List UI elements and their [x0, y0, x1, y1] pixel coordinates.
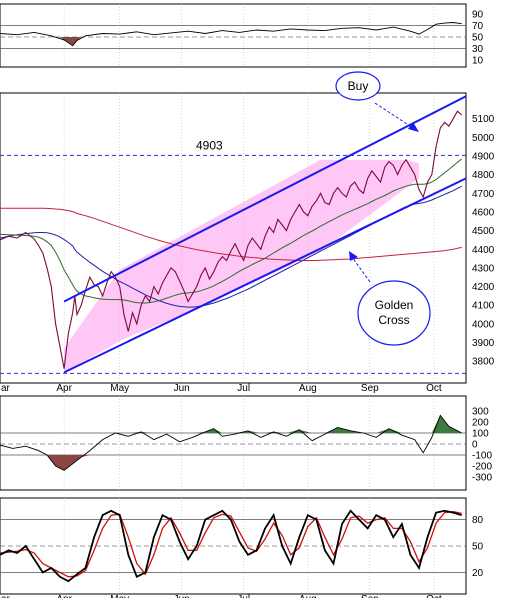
rsi-tick-50: 50: [472, 33, 484, 44]
month-tick-labels: ar Apr May Jun Jul Aug Sep Oct: [1, 383, 442, 394]
golden-cross-callout: [357, 280, 431, 346]
buy-label: Buy: [348, 79, 369, 93]
golden-label: Golden: [375, 298, 414, 312]
channel-lower-line: [63, 177, 467, 374]
cross-label: Cross: [378, 313, 409, 327]
osc-tick-neg200: -200: [472, 462, 492, 473]
stochastic-d-line: [0, 511, 462, 578]
price-series-line: [0, 110, 463, 369]
price-tick-4100: 4100: [472, 301, 495, 312]
ma-200-line: [0, 207, 462, 261]
rsi-tick-90: 90: [472, 9, 484, 20]
month-label-bottom-1: Apr: [56, 594, 72, 598]
sto-tick-50: 50: [472, 542, 484, 553]
golden-cross-arrow: [351, 256, 371, 283]
price-tick-labels: 5100 5000 4900 4800 4700 4600 4500 4400 4300 4200…: [472, 114, 495, 368]
month-label-bottom-3: Jun: [174, 594, 190, 598]
price-tick-3800: 3800: [472, 357, 495, 368]
month-label-bottom-4: Jul: [237, 594, 250, 598]
rsi-panel-frame: [0, 3, 467, 68]
rsi-tick-30: 30: [472, 44, 484, 55]
month-label-2: May: [110, 383, 129, 394]
oscillator-series-line: [0, 414, 462, 471]
stochastic-tick-labels: 80 50 20: [472, 515, 484, 579]
price-tick-4600: 4600: [472, 207, 495, 218]
price-tick-4000: 4000: [472, 319, 495, 330]
channel-highlight: [64, 159, 419, 373]
osc-tick-neg100: -100: [472, 451, 492, 462]
rsi-tick-10: 10: [472, 56, 484, 67]
stochastic-k-line: [0, 509, 462, 583]
month-label-4: Jul: [237, 383, 250, 394]
price-tick-4900: 4900: [472, 151, 495, 162]
osc-tick-0: 0: [472, 440, 478, 451]
buy-callout: [335, 71, 381, 101]
month-label-7: Oct: [426, 383, 442, 394]
rsi-series-line: [0, 22, 462, 47]
price-tick-4700: 4700: [472, 189, 495, 200]
month-label-bottom-2: May: [110, 594, 129, 598]
price-tick-4500: 4500: [472, 226, 495, 237]
price-tick-4800: 4800: [472, 170, 495, 181]
price-tick-4200: 4200: [472, 282, 495, 293]
rsi-oversold-fill: [59, 37, 82, 46]
price-tick-5100: 5100: [472, 114, 495, 125]
price-tick-5000: 5000: [472, 133, 495, 144]
price-panel-frame: [0, 92, 467, 384]
month-label-bottom-5: Aug: [299, 594, 317, 598]
sto-tick-20: 20: [472, 568, 484, 579]
month-label-0: ar: [1, 383, 11, 394]
month-label-6: Sep: [361, 383, 379, 394]
sto-tick-80: 80: [472, 515, 484, 526]
rsi-reference-lines: [0, 24, 466, 49]
resistance-label: 4903: [196, 138, 223, 152]
month-label-3: Jun: [174, 383, 190, 394]
buy-arrow: [374, 102, 414, 129]
month-label-1: Apr: [56, 383, 72, 394]
osc-tick-300: 300: [472, 407, 489, 418]
osc-tick-200: 200: [472, 418, 489, 429]
month-label-5: Aug: [299, 383, 317, 394]
osc-tick-100: 100: [472, 429, 489, 440]
price-tick-4300: 4300: [472, 263, 495, 274]
price-tick-4400: 4400: [472, 245, 495, 256]
ma-short-line: [0, 158, 463, 304]
month-label-bottom-6: Sep: [361, 594, 379, 598]
month-label-bottom-7: Oct: [426, 594, 442, 598]
rsi-tick-70: 70: [472, 21, 484, 32]
golden-cross-arrowhead: [349, 251, 358, 261]
month-label-bottom-0: ar: [1, 594, 11, 598]
osc-tick-neg300: -300: [472, 473, 492, 484]
channel-upper-line: [63, 95, 467, 303]
buy-arrowhead: [408, 122, 419, 132]
oscillator-panel-frame: [0, 395, 467, 491]
price-tick-3900: 3900: [472, 338, 495, 349]
